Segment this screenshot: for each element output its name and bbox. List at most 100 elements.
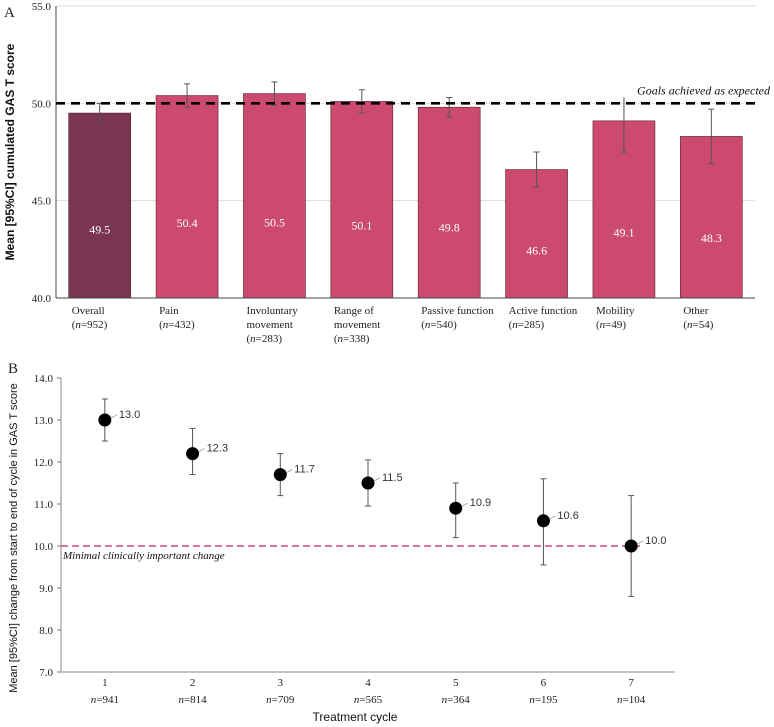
- bar-value-label: 49.5: [89, 223, 110, 237]
- n-symbol: n: [354, 694, 360, 706]
- n-paren: (: [246, 333, 250, 345]
- panel-a: A Mean [95%CI] cumulated GAS T score 49.…: [3, 1, 771, 345]
- point-value-label: 13.0: [119, 409, 140, 421]
- n-symbol: n: [425, 319, 431, 331]
- n-value: =104: [623, 694, 646, 706]
- data-point: [536, 514, 550, 528]
- category-name-line: Mobility: [596, 305, 635, 317]
- bar-value-label: 50.5: [264, 215, 285, 229]
- category-name-line: Involuntary: [246, 305, 298, 317]
- n-symbol: n: [337, 333, 343, 345]
- n-value: =540): [430, 319, 457, 331]
- category-name-line: Passive function: [421, 305, 494, 317]
- panel-b-y-tick-label: 10.0: [34, 541, 54, 553]
- panel-b-y-tick-label: 14.0: [34, 373, 54, 385]
- n-paren: (: [421, 319, 425, 331]
- panel-a-bars: 49.5 50.4 50.5 50.1 49.8 46.6 49.1 48.3: [68, 81, 743, 299]
- bar: [68, 112, 131, 299]
- category-n-line: (n=338): [334, 333, 370, 345]
- n-symbol: n: [600, 319, 606, 331]
- panel-a-y-tick-label: 50.0: [32, 98, 52, 110]
- panel-b-axes: 7.0 8.0 9.0 10.0 11.0 12.0 13.0 14.0: [34, 373, 675, 679]
- n-paren: (: [596, 319, 600, 331]
- panel-a-reference: Goals achieved as expected: [56, 81, 771, 105]
- panel-a-y-tick-label: 40.0: [32, 293, 52, 305]
- x-n-label: n=364: [442, 694, 471, 706]
- x-n-label: n=941: [91, 694, 119, 706]
- panel-a-y-axis-label: Mean [95%CI] cumulated GAS T score: [3, 43, 17, 260]
- bar: [330, 101, 394, 299]
- label-leader: [461, 502, 468, 507]
- category-n-line: (n=283): [246, 333, 282, 345]
- panel-b-y-tick-label: 8.0: [39, 625, 53, 637]
- n-value: =709: [272, 694, 295, 706]
- n-symbol: n: [617, 694, 623, 706]
- x-tick-label: 4: [365, 677, 371, 689]
- n-paren: (: [683, 319, 687, 331]
- panel-b-y-tick-label: 11.0: [34, 499, 53, 511]
- x-n-label: n=565: [354, 694, 383, 706]
- x-tick-label: 2: [190, 677, 196, 689]
- category-name-line: Other: [683, 305, 708, 317]
- data-point: [273, 468, 287, 482]
- n-symbol: n: [529, 694, 535, 706]
- x-n-label: n=195: [529, 694, 558, 706]
- panel-b-y-tick-label: 7.0: [39, 667, 53, 679]
- panel-b-y-axis-label: Mean [95%CI] change from start to end of…: [8, 383, 20, 693]
- n-paren: (: [72, 319, 76, 331]
- category-n-line: (n=952): [72, 319, 108, 331]
- panel-a-axes: 40.0 45.0 50.0 55.0: [32, 1, 755, 305]
- n-symbol: n: [163, 319, 169, 331]
- n-value: =814: [184, 694, 207, 706]
- bar: [243, 93, 306, 299]
- point-value-label: 12.3: [207, 443, 228, 455]
- reference-label: Minimal clinically important change: [62, 550, 225, 562]
- data-point: [361, 476, 375, 490]
- n-value: =338): [343, 333, 370, 345]
- n-symbol: n: [178, 694, 184, 706]
- panel-b-y-tick-label: 13.0: [34, 415, 54, 427]
- bar-value-label: 49.1: [613, 225, 634, 239]
- panel-b-y-tick-label: 12.0: [34, 457, 54, 469]
- category-label: Mobility (n=49): [596, 305, 635, 331]
- category-label: Pain (n=432): [159, 305, 195, 331]
- panel-a-category-labels: Overall (n=952)Pain (n=432)Involuntary move…: [72, 305, 714, 345]
- bar-value-label: 49.8: [439, 220, 460, 234]
- panel-b-y-tick-label: 9.0: [39, 583, 53, 595]
- category-n-line: (n=432): [159, 319, 195, 331]
- reference-label: Goals achieved as expected: [637, 83, 771, 97]
- panel-b: B Mean [95%CI] change from start to end …: [8, 361, 675, 724]
- bar-value-label: 46.6: [526, 243, 547, 257]
- n-value: =952): [81, 319, 108, 331]
- bar-value-label: 50.4: [177, 216, 198, 230]
- n-symbol: n: [91, 694, 97, 706]
- panel-a-letter: A: [4, 5, 15, 21]
- point-value-label: 11.5: [382, 472, 403, 484]
- n-symbol: n: [442, 694, 448, 706]
- data-point: [624, 539, 638, 553]
- panel-a-y-tick-label: 55.0: [32, 1, 52, 13]
- panel-a-y-tick-label: 45.0: [32, 196, 52, 208]
- label-leader: [110, 414, 118, 419]
- x-tick-label: 3: [278, 677, 284, 689]
- bar-value-label: 50.1: [351, 218, 372, 232]
- x-n-label: n=104: [617, 694, 646, 706]
- n-value: =432): [168, 319, 195, 331]
- category-name-line: Pain: [159, 305, 179, 317]
- category-name-line: movement: [334, 319, 380, 331]
- bar: [155, 95, 219, 299]
- x-tick-label: 5: [453, 677, 459, 689]
- category-name-line: Range of: [334, 305, 374, 317]
- bar: [592, 120, 656, 299]
- n-value: =565: [359, 694, 382, 706]
- label-leader: [636, 540, 644, 545]
- panel-b-letter: B: [8, 361, 18, 377]
- data-point: [98, 413, 112, 427]
- point-value-label: 11.7: [294, 464, 315, 476]
- n-value: =195: [535, 694, 558, 706]
- label-leader: [286, 469, 293, 473]
- category-label: Passive function (n=540): [421, 305, 494, 331]
- x-tick-label: 7: [628, 677, 634, 689]
- category-name-line: Overall: [72, 305, 105, 317]
